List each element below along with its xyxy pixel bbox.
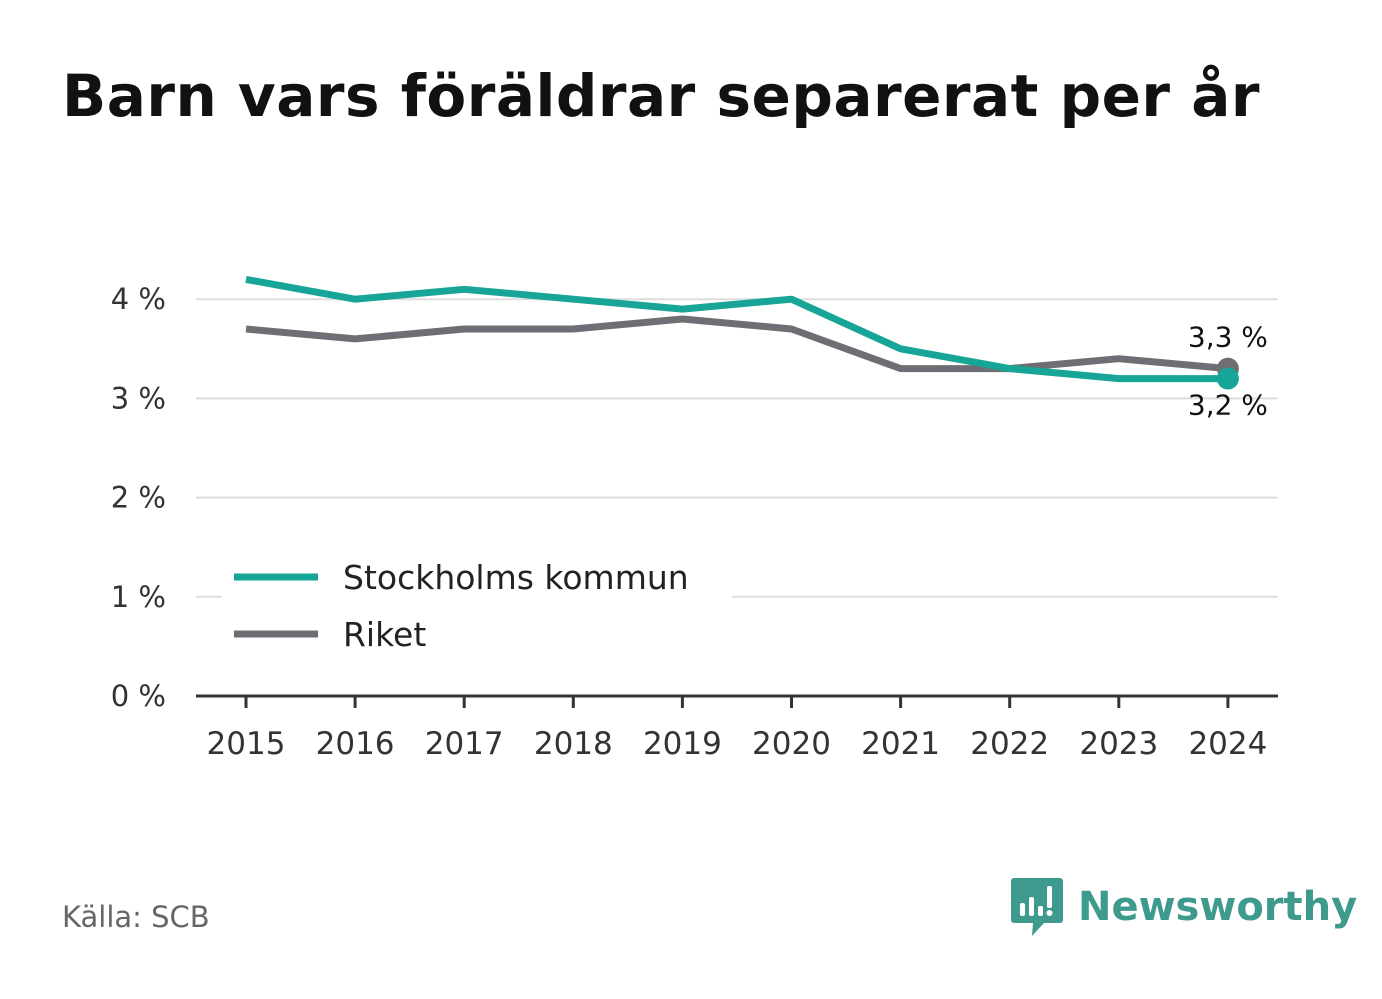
x-axis <box>196 694 1278 708</box>
y-tick-label: 4 % <box>111 282 166 316</box>
series-line-stockholm <box>245 275 1228 383</box>
end-label-riket: 3,3 % <box>1188 321 1268 354</box>
x-tick-label: 2024 <box>1188 726 1267 762</box>
x-tick-label: 2018 <box>534 726 613 762</box>
x-tick-label: 2016 <box>316 726 395 762</box>
y-tick-label: 2 % <box>111 481 166 515</box>
x-tick-label: 2020 <box>752 726 831 762</box>
source-note: Källa: SCB <box>62 900 210 934</box>
legend-background <box>222 548 732 662</box>
x-tick-label: 2021 <box>861 726 940 762</box>
end-labels: 3,2 % 3,3 % <box>1188 321 1268 422</box>
y-tick-label: 1 % <box>111 580 166 614</box>
series-lines <box>245 275 1239 390</box>
legend-label-stockholm: Stockholms kommun <box>343 558 689 597</box>
legend-label-riket: Riket <box>343 615 426 654</box>
legend: Stockholms kommun Riket <box>222 548 732 662</box>
end-label-stockholm: 3,2 % <box>1188 389 1268 422</box>
y-tick-label: 3 % <box>111 381 166 415</box>
series-line-riket <box>245 315 1229 373</box>
x-tick-label: 2022 <box>970 726 1049 762</box>
y-tick-label: 0 % <box>111 679 166 713</box>
newsworthy-logo-icon <box>1011 878 1063 936</box>
x-axis-tick-labels: 2015 2016 2017 2018 2019 2020 2021 2022 2023 2024 <box>207 726 1268 762</box>
x-tick-label: 2017 <box>425 726 504 762</box>
x-tick-label: 2023 <box>1079 726 1158 762</box>
x-tick-label: 2019 <box>643 726 722 762</box>
x-tick-label: 2015 <box>207 726 286 762</box>
brand-logo: Newsworthy <box>1010 876 1357 938</box>
brand-name: Newsworthy <box>1078 884 1358 930</box>
chart-title: Barn vars föräldrar separerat per år <box>62 62 1260 130</box>
end-point-stockholm <box>1216 367 1239 390</box>
y-axis-tick-labels: 0 % 1 % 2 % 3 % 4 % <box>111 282 166 713</box>
